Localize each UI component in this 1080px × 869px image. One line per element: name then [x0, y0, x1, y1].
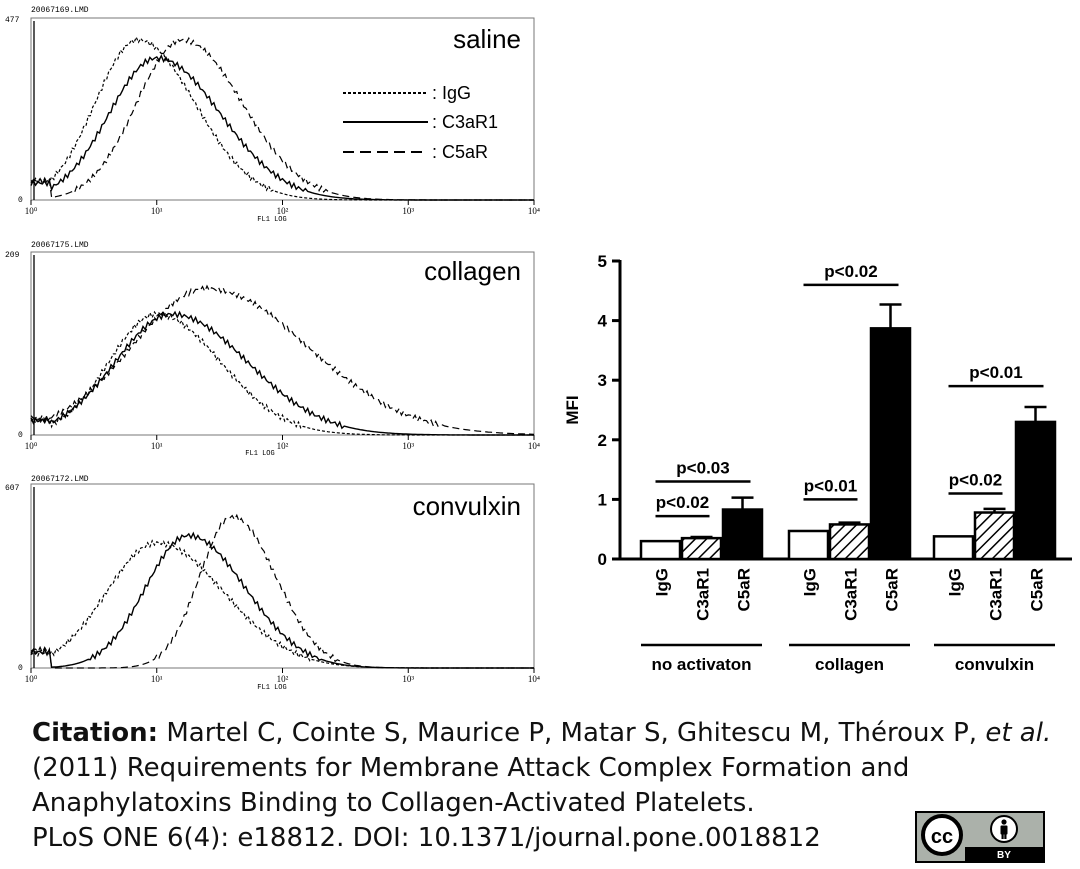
histogram-x-tick-label: 10²	[277, 674, 289, 684]
histogram-ymin-label: 0	[18, 664, 23, 673]
bar-category-label: IgG	[946, 568, 965, 596]
histogram-curve-c3ar1	[30, 531, 534, 669]
citation-authors: Martel C, Cointe S, Maurice P, Matar S, …	[158, 718, 986, 748]
histogram-x-tick-label: 10¹	[151, 674, 163, 684]
histogram-curve-igg	[30, 539, 534, 669]
bar-category-label: C5aR	[883, 568, 902, 611]
bar-c5ar	[1014, 420, 1057, 561]
y-axis-label: MFI	[563, 395, 582, 424]
bar-category-label: C5aR	[735, 568, 754, 611]
histogram-x-tick-label: 10³	[402, 206, 414, 216]
histogram-x-tick-label: 10⁴	[528, 206, 540, 216]
bar-category-label: C3aR1	[987, 568, 1006, 621]
bar-c3ar1	[973, 511, 1016, 561]
significance-label: p<0.02	[949, 470, 1002, 489]
histogram-x-tick-label: 10⁰	[25, 206, 38, 216]
bar-category-label: IgG	[653, 568, 672, 596]
bar-category-label: C3aR1	[694, 568, 713, 621]
citation-title-line1: (2011) Requirements for Membrane Attack …	[32, 753, 910, 783]
legend-label-c5ar: : C5aR	[432, 142, 488, 162]
histogram-xaxis-label: FL1 LOG	[257, 684, 286, 692]
bar-c3ar1	[680, 536, 723, 561]
bar-c5ar	[721, 508, 764, 561]
cc-icon	[921, 814, 963, 856]
histogram-x-tick-label: 10²	[277, 206, 289, 216]
histogram-xaxis-label: FL1 LOG	[245, 450, 274, 458]
histogram-ymax-label: 477	[5, 16, 20, 25]
histogram-x-tick-label: 10⁴	[528, 441, 540, 451]
histogram-x-tick-label: 10²	[277, 441, 289, 451]
y-tick-label: 0	[598, 550, 607, 569]
y-tick-label: 2	[598, 431, 607, 450]
histogram-x-tick-label: 10¹	[151, 441, 163, 451]
bar-igg	[787, 529, 830, 561]
bar-category-label: IgG	[801, 568, 820, 596]
histogram-condition-label: saline	[453, 24, 521, 54]
bar-igg	[639, 539, 682, 561]
citation-etal: et al.	[985, 718, 1052, 748]
y-tick-label: 3	[598, 371, 607, 390]
bar-category-label: C3aR1	[842, 568, 861, 621]
histogram-panel-collagen: 20067175.LMD 209 0 collagen FL1 LOG 10⁰ 1…	[5, 241, 540, 458]
histogram-xaxis-label: FL1 LOG	[257, 216, 286, 224]
y-tick-label: 4	[598, 312, 608, 331]
significance-label: p<0.02	[824, 262, 877, 281]
histogram-x-tick-label: 10⁴	[528, 674, 540, 684]
histogram-panel-saline: 20067169.LMD 477 0 saline FL1 LOG 10⁰ 10¹…	[5, 6, 540, 224]
bar-igg	[932, 535, 975, 561]
citation-label: Citation:	[32, 718, 159, 748]
histogram-curve-c5ar	[30, 284, 535, 435]
significance-label: p<0.03	[676, 459, 729, 478]
group-label: no activaton	[651, 655, 751, 674]
histogram-x-tick-label: 10⁰	[25, 441, 38, 451]
y-tick-label: 1	[598, 490, 607, 509]
bar-c3ar1	[828, 523, 871, 561]
significance-label: p<0.01	[804, 476, 857, 495]
histogram-x-tick-label: 10¹	[151, 206, 163, 216]
histogram-curve-c5ar	[30, 513, 534, 669]
histogram-ymin-label: 0	[18, 196, 23, 205]
cc-icon-text: cc	[931, 826, 953, 848]
histogram-curve-c3ar1	[30, 310, 534, 436]
citation-block: Citation: Martel C, Cointe S, Maurice P,…	[32, 716, 1072, 856]
citation-doi: PLoS ONE 6(4): e18812. DOI: 10.1371/jour…	[32, 823, 821, 853]
group-label: collagen	[815, 655, 884, 674]
histogram-curve-c5ar	[30, 36, 534, 201]
histogram-curve-igg	[30, 310, 534, 436]
significance-label: p<0.02	[656, 493, 709, 512]
histogram-ymin-label: 0	[18, 431, 23, 440]
legend-label-c3ar1: : C3aR1	[432, 112, 498, 132]
histogram-ymax-label: 607	[5, 484, 20, 493]
histogram-condition-label: convulxin	[413, 491, 521, 521]
significance-label: p<0.01	[969, 363, 1022, 382]
histogram-file-label: 20067169.LMD	[31, 6, 89, 15]
histogram-ymax-label: 209	[5, 251, 20, 260]
legend-label-igg: : IgG	[432, 83, 471, 103]
histogram-panel-convulxin: 20067172.LMD 607 0 convulxin FL1 LOG 10⁰…	[5, 475, 540, 692]
histogram-file-label: 20067172.LMD	[31, 475, 89, 484]
y-tick-label: 5	[598, 252, 607, 271]
histogram-legend: : IgG : C3aR1 : C5aR	[343, 83, 498, 162]
histogram-condition-label: collagen	[424, 256, 521, 286]
citation-title-line2: Anaphylatoxins Binding to Collagen-Activ…	[32, 788, 755, 818]
histogram-x-tick-label: 10³	[402, 441, 414, 451]
bar-category-label: C5aR	[1028, 568, 1047, 611]
bar-c5ar	[869, 327, 912, 561]
histogram-x-tick-label: 10³	[402, 674, 414, 684]
histogram-x-tick-label: 10⁰	[25, 674, 38, 684]
cc-by-license-badge[interactable]: cc BY	[915, 811, 1045, 863]
histogram-curve-c3ar1	[30, 54, 534, 201]
group-label: convulxin	[955, 655, 1034, 674]
by-label: BY	[997, 850, 1011, 861]
mfi-bar-chart: MFI 0 1 2 3 4 5 IgG C3aR1 C5aR no activaton IgG C3a…	[563, 252, 1072, 674]
histogram-file-label: 20067175.LMD	[31, 241, 89, 250]
